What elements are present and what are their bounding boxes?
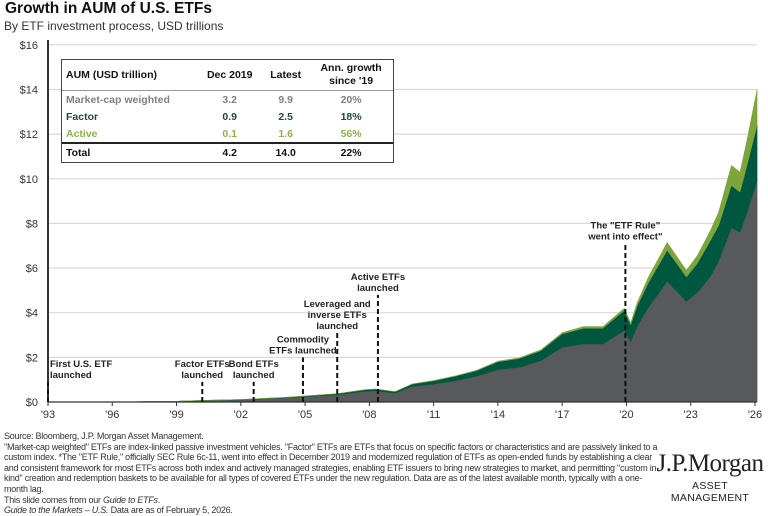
x-tick-label: '99 [169, 409, 183, 421]
y-tick-label: $12 [20, 129, 38, 141]
table-cell-latest: 2.5 [278, 110, 293, 123]
data-date-note: Guide to the Markets – U.S. Data are as … [4, 505, 233, 516]
table-row: Market-cap weighted 3.2 9.9 20% [62, 91, 393, 109]
aum-area-chart: $0 $2 $4 $6 $8 $10 $12 $14 $16 '93 '96 '99 '02 '05 '08… [20, 40, 763, 421]
x-tick-label: '20 [619, 409, 633, 421]
annotation-label: ETFs launched [269, 345, 337, 356]
y-tick-label: $0 [26, 397, 38, 409]
chart-subtitle: By ETF investment process, USD trillions [4, 19, 224, 33]
annotation-label: The "ETF Rule" [591, 220, 661, 231]
table-header-dec2019: Dec 2019 [197, 60, 263, 91]
x-tick-label: '17 [555, 409, 569, 421]
x-tick-label: '23 [684, 409, 698, 421]
jpmorgan-logo: J.P.Morgan ASSET MANAGEMENT [655, 450, 765, 504]
table-cell-dec2019: 0.9 [222, 110, 238, 123]
table-header-category: AUM (USD trillion) [62, 60, 198, 91]
annotation-label: Bond ETFs [229, 359, 279, 370]
table-cell-label: Factor [66, 110, 99, 123]
footnotes: Source: Bloomberg, J.P. Morgan Asset Man… [4, 431, 664, 516]
logo-tagline: ASSET MANAGEMENT [670, 480, 750, 504]
table-cell-latest: 9.9 [278, 93, 293, 106]
x-tick-label: '11 [427, 409, 441, 421]
annotation-label: First U.S. ETF [50, 359, 112, 370]
x-tick-label: '26 [748, 409, 762, 421]
table-row: Factor 0.9 2.5 18% [62, 108, 393, 125]
y-tick-label: $8 [26, 218, 38, 230]
annotation-label: Commodity [277, 334, 330, 345]
annotation-label: inverse ETFs [308, 310, 367, 321]
annotation-label: launched [316, 321, 358, 332]
x-tick-label: '05 [298, 409, 312, 421]
source-note: Source: Bloomberg, J.P. Morgan Asset Man… [4, 431, 204, 441]
table-cell-latest: 1.6 [278, 127, 293, 140]
y-tick-label: $6 [26, 263, 38, 275]
x-tick-label: '08 [362, 409, 376, 421]
x-tick-label: '96 [105, 409, 119, 421]
table-cell-dec2019: 3.2 [222, 93, 238, 106]
annotation-label: launched [181, 370, 223, 381]
aum-summary-table: AUM (USD trillion) Dec 2019 Latest Ann. … [61, 59, 394, 163]
table-row-total: Total 4.2 14.0 22% [62, 142, 393, 162]
annotation-label: Leveraged and [304, 299, 371, 310]
slide-note: This slide comes from our Guide to ETFs. [4, 494, 161, 505]
x-tick-label: '02 [234, 409, 248, 421]
table-cell-growth: 56% [340, 127, 362, 140]
annotation-label: launched [50, 370, 92, 381]
y-tick-label: $10 [20, 174, 38, 186]
table-header-latest: Latest [262, 60, 310, 91]
annotation-label: launched [357, 283, 399, 294]
annotation-label: launched [233, 370, 275, 381]
table-header-growth: Ann. growth since '19 [309, 60, 393, 91]
table-row: Active 0.1 1.6 56% [62, 125, 393, 143]
y-tick-label: $16 [20, 40, 38, 52]
chart-title: Growth in AUM of U.S. ETFs [5, 0, 212, 17]
x-tick-label: '14 [491, 409, 505, 421]
annotation-label: Factor ETFs [175, 359, 230, 370]
table-cell-dec2019: 0.1 [222, 127, 238, 140]
y-tick-label: $14 [20, 84, 38, 96]
table-cell-growth: 20% [340, 93, 362, 106]
annotation-label: went into effect" [587, 231, 662, 242]
x-tick-label: '93 [41, 409, 55, 421]
logo-wordmark: J.P.Morgan [656, 450, 764, 477]
area-active [48, 89, 758, 403]
y-tick-label: $4 [26, 308, 38, 320]
y-tick-label: $2 [26, 352, 38, 364]
annotation-label: Active ETFs [351, 272, 405, 283]
table-cell-growth: 18% [340, 110, 362, 123]
table-cell-label: Market-cap weighted [66, 93, 170, 106]
table-cell-label: Active [66, 127, 98, 140]
definition-note: "Market-cap weighted" ETFs are index-lin… [4, 441, 660, 494]
